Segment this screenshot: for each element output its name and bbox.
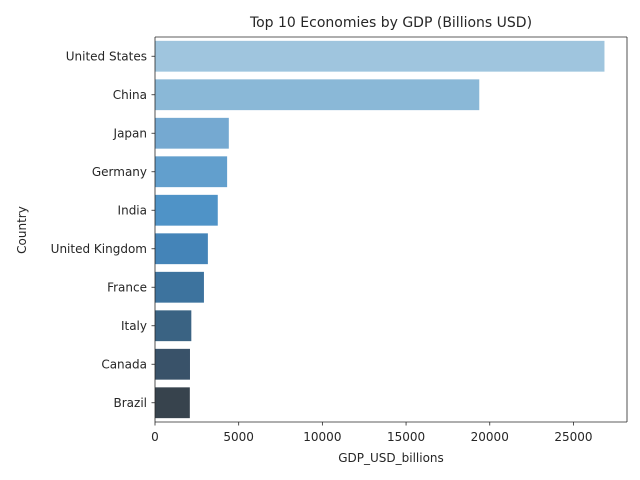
x-tick-label: 15000 (387, 430, 425, 444)
y-tick-label: Italy (121, 319, 147, 333)
bar-japan (155, 117, 229, 149)
y-tick-label: China (113, 88, 147, 102)
y-tick-label: France (107, 280, 147, 294)
y-tick-label: Canada (101, 357, 147, 371)
y-axis-title: Country (15, 206, 29, 254)
bar-brazil (155, 387, 190, 419)
x-axis-ticks: 0 5000 10000 15000 20000 25000 (151, 422, 593, 444)
y-tick-label: United Kingdom (51, 242, 147, 256)
x-tick-label: 5000 (223, 430, 254, 444)
bar-india (155, 194, 218, 226)
y-tick-label: United States (66, 49, 147, 63)
bar-canada (155, 348, 190, 380)
x-tick-label: 25000 (554, 430, 592, 444)
bar-united-kingdom (155, 233, 208, 265)
chart-title: Top 10 Economies by GDP (Billions USD) (249, 15, 532, 31)
y-tick-label: India (118, 203, 147, 217)
bar-italy (155, 310, 192, 342)
bar-france (155, 271, 204, 303)
x-tick-label: 0 (151, 430, 159, 444)
x-tick-label: 20000 (471, 430, 509, 444)
y-axis-ticks: United States China Japan Germany India Unite… (51, 49, 155, 410)
bars-group (155, 40, 605, 419)
y-tick-label: Brazil (114, 396, 148, 410)
bar-germany (155, 156, 228, 188)
x-tick-label: 10000 (303, 430, 341, 444)
bar-united-states (155, 40, 605, 72)
y-tick-label: Germany (92, 165, 147, 179)
y-tick-label: Japan (113, 126, 147, 140)
bar-china (155, 79, 480, 111)
x-axis-title: GDP_USD_billions (338, 451, 444, 465)
